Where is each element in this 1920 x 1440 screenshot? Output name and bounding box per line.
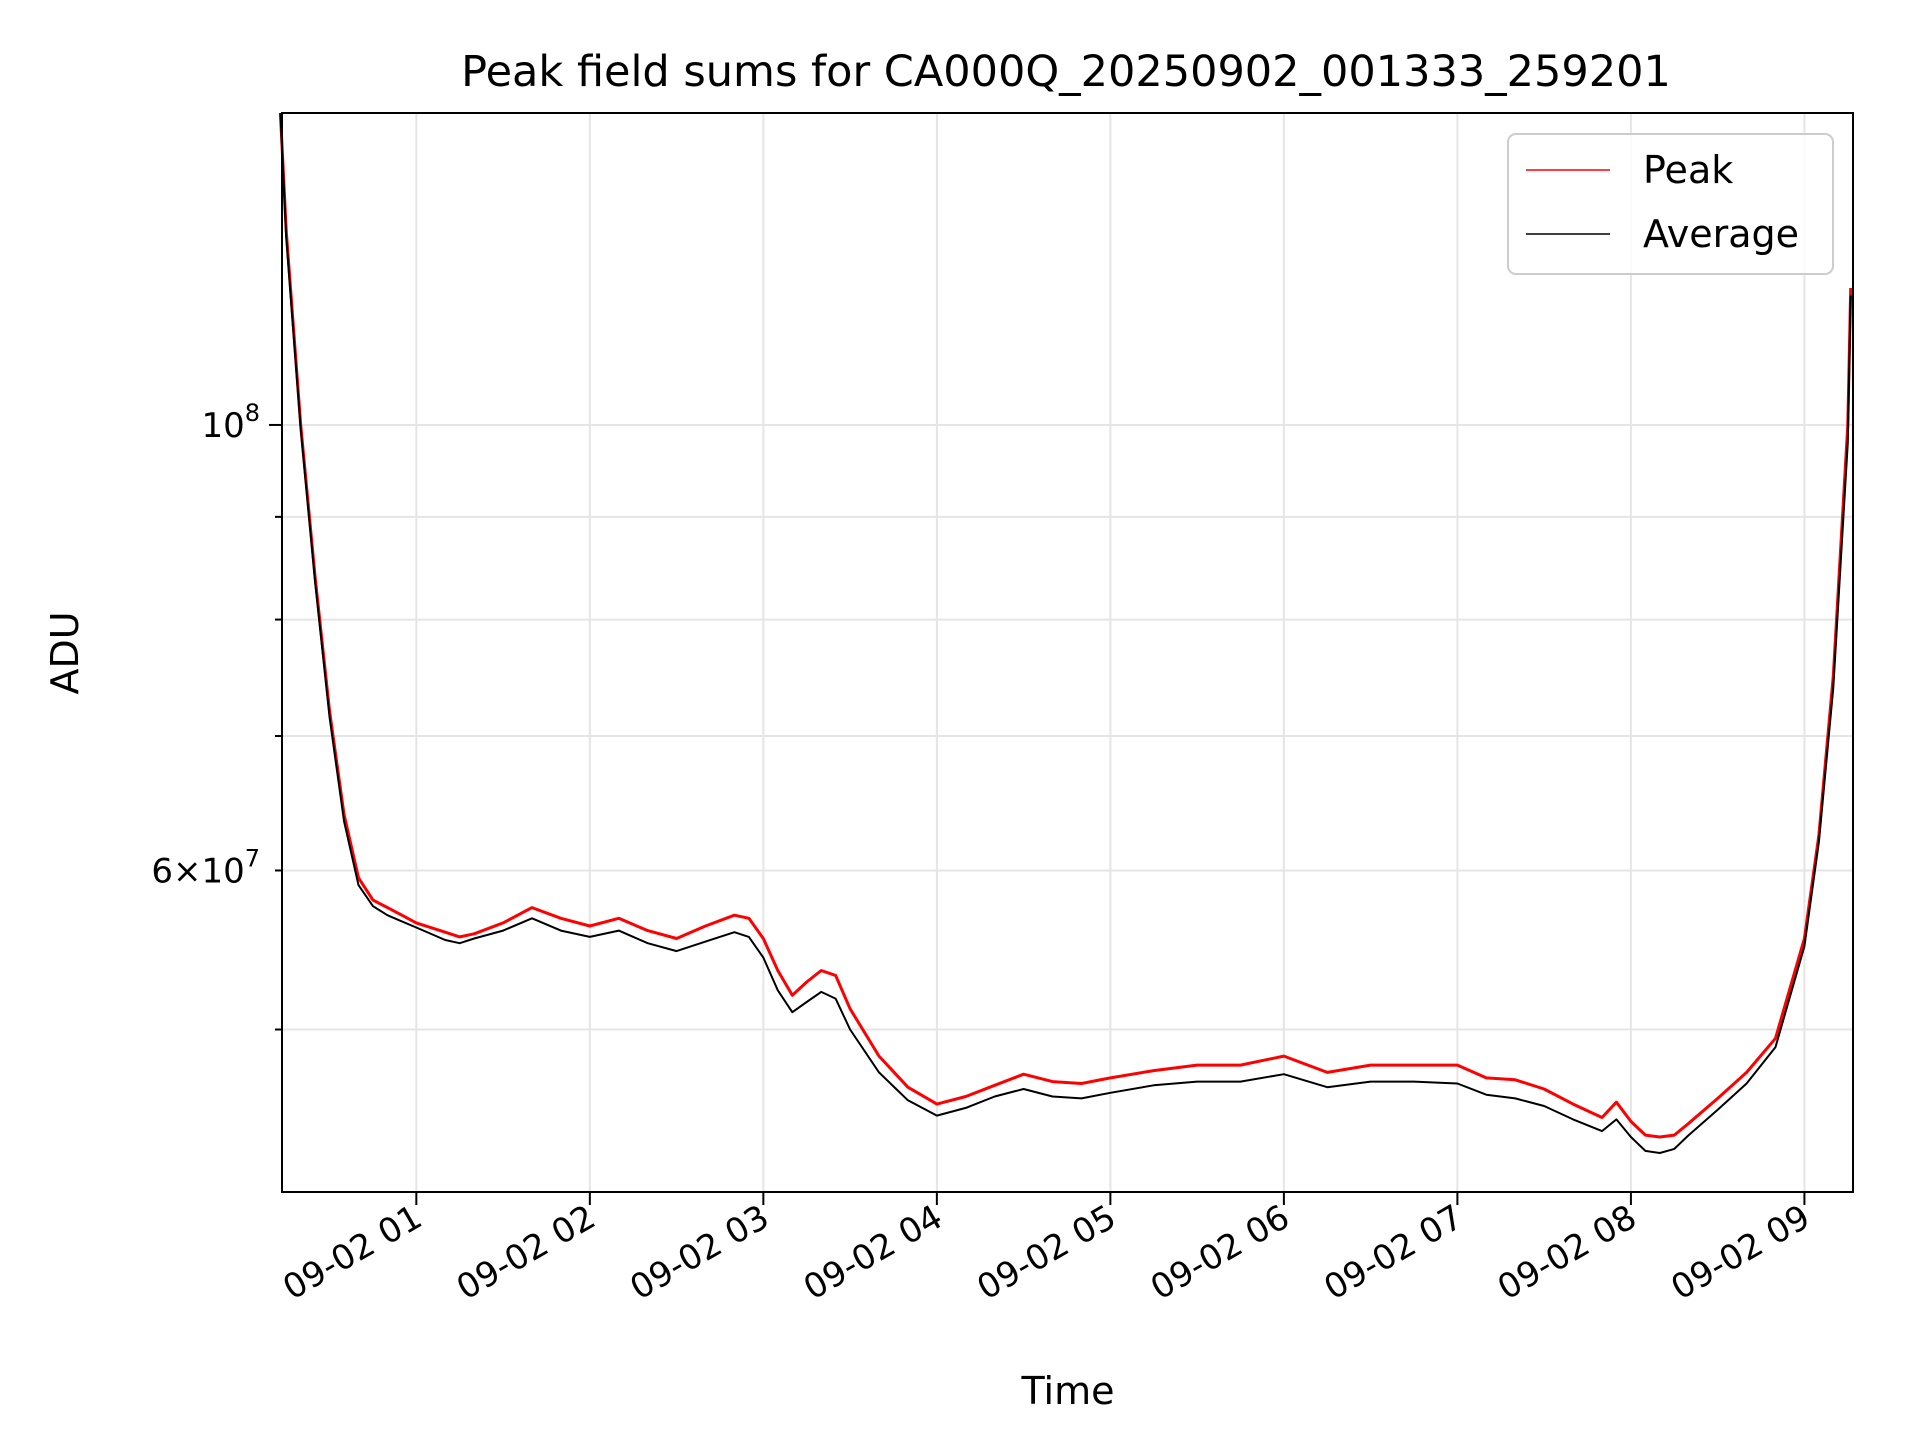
series-lines	[278, 112, 1853, 1154]
legend-box	[1507, 133, 1834, 275]
y-tick-label: 108	[201, 399, 260, 446]
y-axis: 108 6×107	[151, 399, 282, 1031]
grid	[282, 113, 1853, 1192]
legend-label-average: Average	[1643, 212, 1799, 256]
series-line-average	[279, 112, 1852, 1154]
legend-label-peak: Peak	[1643, 148, 1733, 192]
plot-frame	[281, 112, 1854, 1193]
legend: Peak Average	[1507, 133, 1834, 275]
chart-title: Peak field sums for CA000Q_20250902_0013…	[461, 47, 1671, 97]
x-axis-label: Time	[1021, 1369, 1115, 1413]
y-tick-label: 6×107	[151, 844, 260, 891]
y-axis-label: ADU	[43, 611, 87, 694]
series-line-peak	[278, 112, 1853, 1139]
